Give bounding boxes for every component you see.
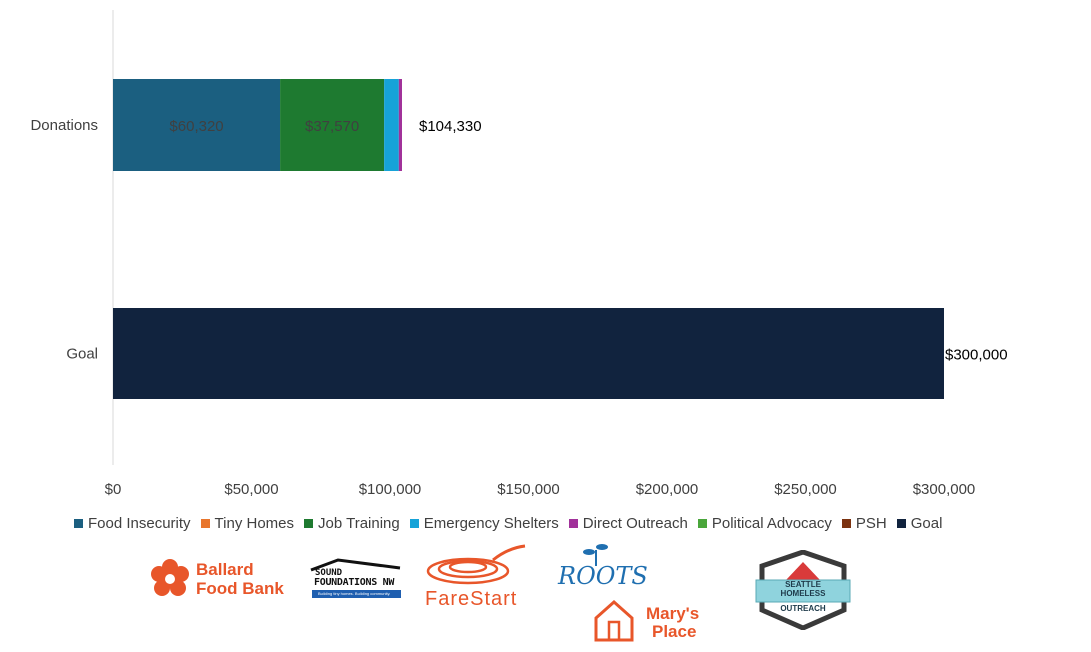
sound-tagline: Building tiny homes. Building community. [318,591,391,596]
sound-foundations-logo: SOUND FOUNDATIONS NW Building tiny homes… [310,558,402,600]
sound-line2: FOUNDATIONS NW [314,577,395,588]
legend-swatch [697,519,707,528]
category-labels-group: Donations Goal [30,117,98,363]
flower-icon [151,559,189,596]
house-icon [594,599,634,642]
legend-swatch [304,519,314,528]
legend-item-psh: PSH [841,515,887,532]
total-labels-group: $104,330 $300,000 [419,118,1008,364]
ballard-line2: Food Bank [196,579,284,598]
bar-donations-direct-outreach [398,79,402,171]
x-tick-label: $150,000 [497,481,560,498]
legend-item-goal: Goal [896,515,943,532]
segment-label-food-insecurity: $60,320 [169,118,223,135]
bar-goal-goal [113,308,944,399]
legend-item-political-advocacy: Political Advocacy [697,515,832,532]
seattle-line3: OUTREACH [780,604,826,613]
segment-label-job-training: $37,570 [305,118,359,135]
legend-label: Goal [910,515,943,532]
legend-label: Direct Outreach [582,515,688,532]
bar-donations-food-insecurity [113,79,281,171]
legend-item-direct-outreach: Direct Outreach [568,515,688,532]
total-label-donations: $104,330 [419,118,482,135]
shield-badge-icon [755,550,851,630]
ballard-food-bank-logo: Ballard Food Bank [150,558,285,602]
legend-item-emergency-shelters: Emergency Shelters [409,515,559,532]
legend-swatch [409,519,419,528]
roof-icon [310,558,401,598]
ballard-line1: Ballard [196,560,254,579]
roots-text: ROOTS [558,562,648,590]
legend-item-food-insecurity: Food Insecurity [74,515,191,532]
bar-chart: $60,320 $37,570 $104,330 $300,000 Donation… [30,10,1008,498]
segment-labels-group: $60,320 $37,570 [169,118,359,135]
marys-line2: Place [652,622,697,641]
legend-swatch [896,519,906,528]
legend-swatch [200,519,210,528]
bar-donations-emergency-shelters [384,79,399,171]
bars-group [113,79,944,399]
total-label-goal: $300,000 [945,347,1008,364]
partner-logos: Ballard Food Bank SOUND FOUNDATIONS NW B… [0,540,1091,652]
category-label-donations: Donations [30,117,98,134]
category-label-goal: Goal [66,346,98,363]
x-tick-labels-group: $0 $50,000 $100,000 $150,000 $200,000 $250,00… [105,481,976,498]
chart-legend: Food Insecurity Tiny Homes Job Training Eme… [74,515,1074,532]
marys-line1: Mary's [646,604,700,623]
farestart-text: FareStart [425,588,518,610]
x-tick-label: $0 [105,481,122,498]
bar-donations-job-training [280,79,385,171]
legend-label: PSH [855,515,887,532]
legend-swatch [841,519,851,528]
seattle-line1: SEATTLE [785,580,821,589]
legend-label: Tiny Homes [214,515,295,532]
legend-label: Job Training [318,515,400,532]
legend-item-job-training: Job Training [304,515,400,532]
legend-item-tiny-homes: Tiny Homes [200,515,295,532]
seattle-line2: HOMELESS [780,589,826,598]
seattle-homeless-outreach-logo: SEATTLE HOMELESS OUTREACH [754,550,852,630]
sprout-icon [583,544,608,566]
roots-logo: ROOTS [556,542,648,596]
legend-swatch [74,519,83,528]
x-tick-label: $300,000 [913,481,976,498]
x-tick-label: $100,000 [359,481,422,498]
x-tick-label: $50,000 [224,481,278,498]
sound-line1: SOUND [315,568,343,578]
x-tick-label: $250,000 [774,481,837,498]
legend-label: Emergency Shelters [423,515,559,532]
x-tick-label: $200,000 [636,481,699,498]
marys-place-logo: Mary's Place [592,598,707,644]
farestart-logo: FareStart [423,544,533,610]
legend-swatch [568,519,578,528]
legend-label: Food Insecurity [88,515,191,532]
legend-label: Political Advocacy [711,515,832,532]
bowl-spoon-icon [426,544,526,585]
